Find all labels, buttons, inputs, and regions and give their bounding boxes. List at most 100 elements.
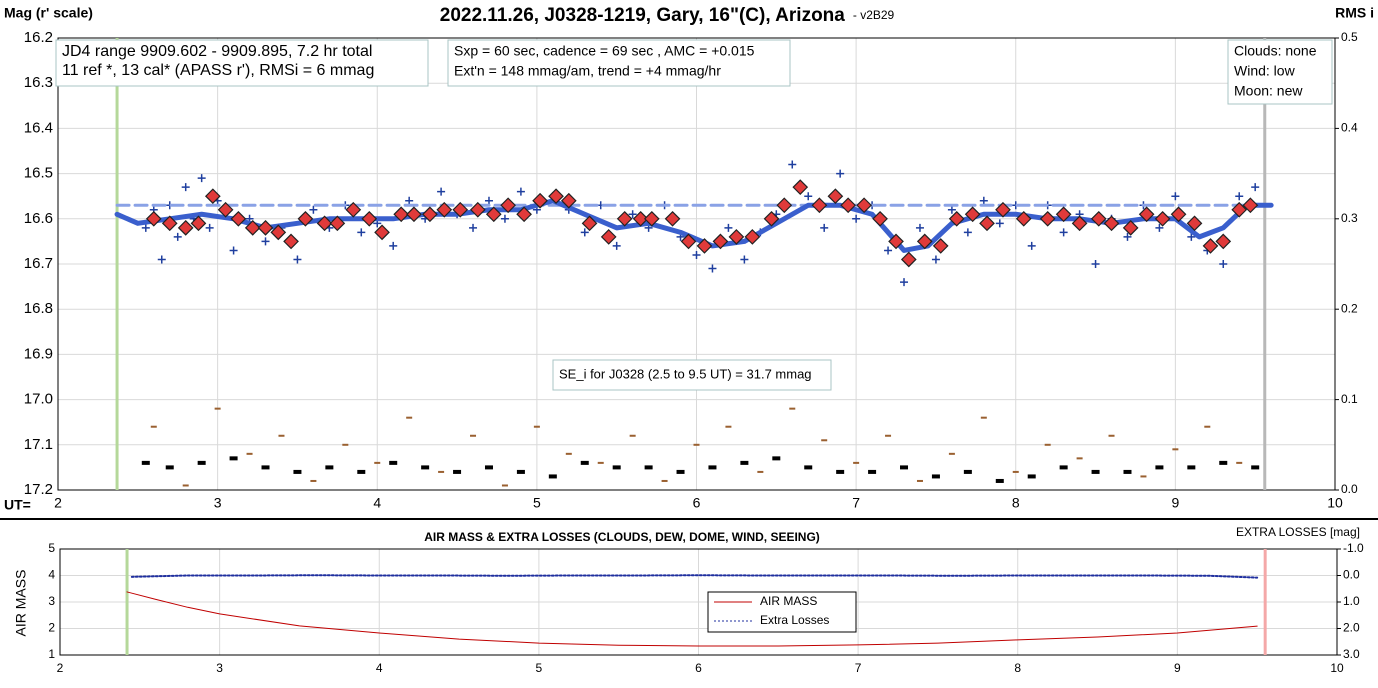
- x-tick-label: 2: [57, 661, 64, 675]
- data-point: [856, 197, 872, 214]
- data-point: [229, 456, 238, 461]
- data-point: [173, 232, 182, 241]
- y2-tick-label: 0.5: [1341, 30, 1358, 44]
- x-tick-label: 6: [693, 495, 701, 511]
- data-point: [932, 238, 949, 254]
- data-point: [485, 206, 502, 223]
- data-point: [1108, 434, 1115, 437]
- data-point: [728, 229, 745, 245]
- x-tick-label: 5: [533, 495, 541, 511]
- data-point: [811, 197, 828, 214]
- data-point: [676, 469, 685, 474]
- legend: [707, 591, 857, 633]
- data-point: [516, 469, 525, 474]
- data-point: [393, 206, 410, 223]
- data-point: [501, 484, 508, 487]
- x-tick-label: 10: [1327, 495, 1343, 511]
- data-point: [357, 469, 366, 474]
- data-point: [1039, 210, 1056, 227]
- data-point: [580, 228, 589, 237]
- y2-tick-label: 0.1: [1341, 392, 1358, 406]
- data-point: [1231, 201, 1248, 218]
- data-point: [342, 443, 349, 446]
- data-point: [1219, 460, 1228, 465]
- data-point: [963, 228, 972, 237]
- data-point: [1091, 260, 1100, 268]
- y-tick-label: 2: [48, 621, 55, 635]
- y-tick-label: 5: [48, 541, 55, 555]
- data-point: [1215, 233, 1232, 250]
- annotation-box: [1227, 39, 1333, 105]
- data-point: [217, 201, 234, 218]
- y-tick-label: 3: [48, 594, 55, 608]
- plot-frame: [57, 37, 1336, 491]
- legend-label: Extra Losses: [760, 613, 829, 627]
- data-point: [664, 210, 681, 227]
- y-tick-label: 16.6: [24, 210, 53, 227]
- y2-tick-label: 3.0: [1343, 647, 1360, 661]
- data-point: [565, 452, 572, 455]
- data-point: [1172, 448, 1179, 451]
- x-tick-label: 2: [54, 495, 62, 511]
- data-point: [853, 461, 860, 464]
- data-point: [548, 188, 564, 205]
- data-point: [229, 246, 238, 255]
- data-point: [789, 407, 796, 410]
- data-point: [197, 460, 206, 465]
- data-point: [214, 407, 221, 410]
- y-axis-label: Mag (r' scale): [4, 5, 93, 21]
- data-point: [421, 465, 430, 470]
- data-point: [995, 478, 1004, 483]
- data-point: [597, 461, 604, 464]
- annotation-text: Ext'n = 148 mmag/am, trend = +4 mmag/hr: [454, 63, 721, 79]
- data-point: [516, 206, 532, 223]
- annotation-text: Clouds: none: [1234, 43, 1317, 59]
- data-point: [872, 210, 888, 227]
- data-point: [1155, 465, 1164, 470]
- data-point: [1140, 475, 1147, 478]
- data-point: [744, 229, 761, 245]
- data-point: [852, 214, 861, 223]
- data-point: [1170, 206, 1187, 223]
- data-point: [197, 174, 206, 183]
- data-point: [1071, 215, 1088, 232]
- data-point: [437, 187, 446, 196]
- data-point: [931, 474, 940, 479]
- data-point: [885, 434, 892, 437]
- title-main: 2022.11.26, J0328-1219, Gary, 16"(C), Ar…: [440, 5, 846, 26]
- x-axis-label: UT=: [4, 497, 31, 513]
- data-point: [661, 479, 668, 482]
- data-point: [500, 197, 516, 214]
- data-point: [963, 469, 972, 474]
- x-tick-label: 9: [1174, 661, 1181, 675]
- data-point: [979, 215, 995, 232]
- data-point: [230, 210, 247, 227]
- data-point: [680, 233, 697, 250]
- data-point: [533, 425, 540, 428]
- data-point: [316, 215, 333, 232]
- data-point: [712, 233, 729, 250]
- y2-axis-label: RMS i: [1335, 5, 1374, 21]
- data-point: [406, 416, 413, 419]
- y-tick-label: 16.4: [24, 119, 53, 136]
- data-point: [836, 469, 845, 474]
- y-tick-label: 17.1: [24, 436, 53, 453]
- data-point: [788, 160, 797, 169]
- data-point: [600, 229, 617, 245]
- chart-title: 2022.11.26, J0328-1219, Gary, 16"(C), Ar…: [440, 5, 895, 26]
- y-tick-label: 16.8: [24, 300, 53, 317]
- data-point: [804, 192, 813, 201]
- y-tick-label: 4: [48, 568, 55, 582]
- data-point: [470, 434, 477, 437]
- data-point: [629, 434, 636, 437]
- data-point: [792, 179, 809, 196]
- data-point: [580, 460, 589, 465]
- data-point: [643, 210, 660, 227]
- data-point: [827, 188, 844, 205]
- data-point: [374, 461, 381, 464]
- annotation-text: Wind: low: [1234, 63, 1296, 79]
- data-point: [246, 452, 253, 455]
- annotation-box: [55, 39, 429, 87]
- data-point: [820, 223, 829, 232]
